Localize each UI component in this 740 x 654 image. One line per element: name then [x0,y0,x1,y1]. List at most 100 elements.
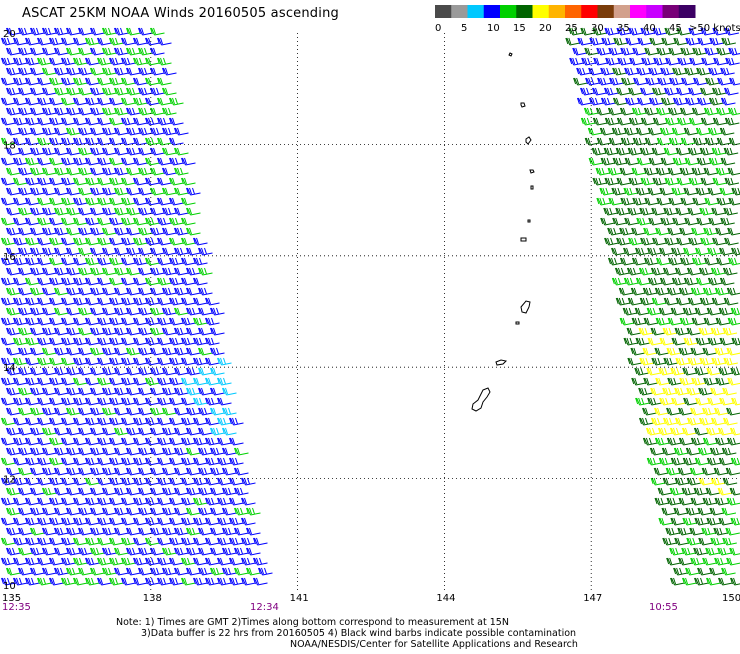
wind-barb [695,337,711,346]
wind-barb [66,387,81,396]
wind-barb [114,247,129,256]
wind-barb [667,227,682,236]
wind-barb [706,517,721,526]
wind-barb [42,467,57,476]
wind-barb [726,347,740,356]
wind-barb [1,297,16,306]
wind-barb [133,577,148,586]
wind-barb [150,567,165,576]
wind-barb [109,77,124,86]
wind-barb [725,467,740,476]
wind-barb [676,177,692,186]
wind-barb [662,537,677,546]
wind-barb [731,397,740,406]
wind-barb [649,37,664,46]
wind-barb [13,437,28,446]
wind-barb [73,157,88,166]
wind-barb [61,497,76,506]
wind-barb [97,357,112,366]
wind-barb [631,107,647,116]
wind-barb [114,87,129,96]
wind-barb [85,437,100,446]
wind-barb [102,307,117,316]
wind-barb [73,37,88,46]
wind-barb [54,327,69,336]
wind-barb [580,87,595,96]
wind-barb [126,107,141,116]
wind-barb [651,207,666,216]
wind-barb [186,527,201,536]
wind-barb [695,187,711,196]
wind-barb [54,467,69,476]
wind-barb [697,567,712,576]
wind-barb [704,257,719,266]
wind-barb [672,97,688,106]
wind-barb [623,247,638,256]
wind-barb [54,227,69,236]
wind-barb [49,57,64,66]
wind-barb [85,177,100,186]
wind-barb [78,87,93,96]
wind-barb [569,57,584,66]
wind-barb [673,507,689,516]
wind-barb [114,147,129,156]
wind-barb [205,557,220,566]
wind-barb [37,437,52,446]
wind-barb [222,487,237,496]
island-saipan-tinian [520,300,531,314]
wind-barb [157,377,172,386]
wind-barb [133,537,148,546]
wind-barb [655,227,670,236]
wind-barb [669,487,685,496]
wind-barb [698,537,713,546]
wind-barb [97,417,112,426]
wind-barb [150,287,165,296]
wind-barb [604,87,619,96]
wind-barb [73,117,88,126]
wind-barb [66,467,81,476]
wind-barb [54,67,69,76]
wind-barb [702,287,718,296]
wind-barb [85,57,100,66]
wind-barb [712,237,727,246]
wind-barb [13,477,28,486]
wind-barb [42,247,57,256]
wind-barb [66,367,81,376]
wind-barb [85,357,100,366]
wind-barb [66,327,81,336]
wind-barb [121,57,136,66]
wind-barb [718,517,733,526]
wind-barb [126,567,141,576]
wind-barb [720,217,735,226]
wind-barb [97,117,112,126]
wind-barb [629,57,644,66]
wind-barb [692,137,708,146]
island-rota [495,359,508,366]
wind-barb [661,447,677,456]
legend-label: 30 [591,23,604,34]
wind-barb [585,77,600,86]
wind-barb [572,47,587,56]
wind-barb [90,407,105,416]
wind-barb [174,367,189,376]
wind-barb [49,497,64,506]
wind-barb [6,187,21,196]
wind-barb [97,157,112,166]
wind-barb [647,337,663,346]
wind-barb [691,377,706,386]
wind-barb [121,197,136,206]
wind-barb [640,177,656,186]
wind-barb [717,427,733,436]
wind-barb [121,417,136,426]
wind-barb [6,67,21,76]
wind-barb [169,177,184,186]
wind-barb [162,407,177,416]
wind-barb [78,227,93,236]
wind-barb [42,167,57,176]
wind-barb [620,257,635,266]
wind-barb [687,207,702,216]
wind-barb [668,197,683,206]
wind-barb [61,537,76,546]
wind-barb [620,197,635,206]
wind-barb [73,177,88,186]
